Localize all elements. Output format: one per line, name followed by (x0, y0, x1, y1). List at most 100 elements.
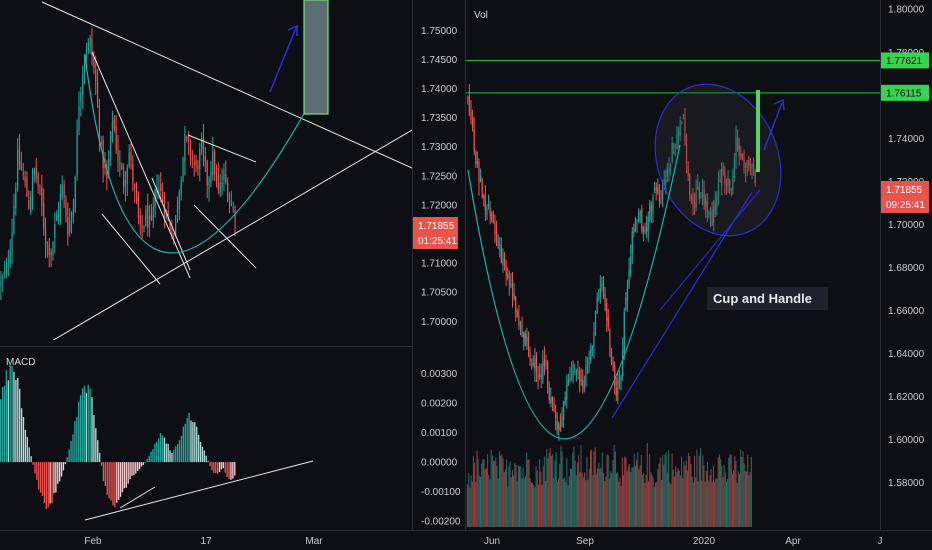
left-candle (59, 193, 61, 212)
left-time-tick: Feb (84, 536, 102, 547)
handle-ellipse[interactable] (633, 65, 803, 255)
right-candle (721, 168, 723, 186)
right-candle (631, 231, 633, 254)
volume-bar (711, 481, 713, 527)
volume-bar (558, 478, 560, 527)
right-candle (713, 207, 715, 223)
left-candle (35, 167, 37, 179)
right-candle (660, 197, 662, 199)
volume-bar (575, 475, 577, 527)
macd-bar (87, 384, 89, 463)
left-candle (100, 142, 102, 144)
right-candle (564, 397, 566, 404)
left-candle (126, 168, 128, 185)
right-candle (486, 207, 488, 215)
left-candle (41, 186, 43, 207)
volume-bar (605, 476, 607, 527)
left-candle (223, 170, 225, 180)
volume-bar (483, 459, 485, 527)
uptrend-line[interactable] (611, 191, 753, 419)
left-candle (57, 211, 60, 215)
falling-channel-line[interactable] (91, 51, 191, 279)
left-candle (169, 222, 171, 231)
volume-bar (546, 449, 548, 527)
macd-bar (97, 440, 99, 463)
right-candle (478, 161, 480, 184)
macd-bar (180, 435, 183, 463)
volume-bar (529, 478, 531, 527)
target-box[interactable] (303, 0, 329, 115)
volume-bar (474, 462, 476, 527)
macd-bar (55, 462, 57, 493)
left-candle (160, 184, 162, 191)
handle-top-line[interactable] (187, 134, 257, 163)
left-candle (113, 117, 115, 131)
handle-bottom-line[interactable] (193, 204, 257, 269)
left-candle (13, 206, 15, 233)
annotation-box (707, 287, 828, 310)
macd-divergence-line[interactable] (119, 486, 156, 509)
right-candle (692, 196, 694, 204)
macd-bar (119, 462, 122, 497)
volume-bar (695, 477, 697, 527)
volume-bar (731, 474, 733, 527)
right-candle (518, 315, 520, 328)
volume-bar (541, 485, 543, 527)
volume-bar (598, 462, 600, 527)
macd-support-line[interactable] (84, 460, 314, 521)
macd-bar (64, 462, 67, 465)
left-candle (225, 174, 227, 183)
volume-bar (599, 468, 601, 527)
right-levels (466, 59, 880, 94)
macd-bar (1, 386, 4, 463)
macd-bar (135, 462, 137, 474)
volume-bar (733, 469, 735, 527)
right-candle (570, 372, 573, 376)
macd-bar (199, 441, 202, 463)
falling-wedge-line-1[interactable] (101, 213, 161, 285)
macd-bar (201, 446, 204, 463)
left-candle (210, 172, 212, 183)
right-price-tick: 1.74000 (888, 134, 925, 145)
right-candle (580, 378, 582, 383)
uptrend-line-2[interactable] (659, 189, 761, 311)
right-cup-curve[interactable] (467, 144, 681, 440)
right-candle (677, 132, 680, 136)
left-candle (9, 249, 11, 263)
left-candle (193, 162, 195, 164)
right-target-bar[interactable] (756, 90, 760, 172)
macd-bar (226, 462, 228, 478)
right-candle (591, 346, 593, 351)
left-candle (197, 164, 199, 169)
right-candle (652, 196, 654, 215)
left-candle (165, 211, 167, 218)
right-candle (693, 202, 696, 208)
cup-curve[interactable] (84, 54, 306, 254)
volume-bar (584, 472, 586, 527)
right-candle (562, 402, 565, 421)
volume-bar (562, 478, 564, 527)
left-candle (95, 69, 97, 82)
right-candle (703, 189, 705, 207)
volume-bar (482, 459, 484, 527)
volume-bar (678, 470, 680, 527)
left-candle (69, 220, 71, 233)
ascending-support-line[interactable] (45, 129, 412, 345)
volume-bar (616, 473, 618, 527)
right-candle (663, 178, 665, 189)
falling-wedge-line-2[interactable] (151, 177, 191, 271)
left-candle (171, 232, 173, 238)
left-candle (54, 224, 56, 239)
right-candle (717, 182, 720, 194)
right-candle (535, 356, 538, 372)
volume-bar (580, 444, 582, 527)
volume-bar (601, 452, 603, 527)
macd-bar (188, 412, 190, 463)
right-target-arrow[interactable] (763, 102, 783, 151)
right-candle (569, 377, 571, 383)
volume-bar (587, 479, 589, 527)
target-arrow[interactable] (269, 27, 297, 93)
right-candle (534, 358, 536, 370)
volume-bar (521, 477, 523, 527)
descending-resistance-line[interactable] (41, 1, 412, 169)
